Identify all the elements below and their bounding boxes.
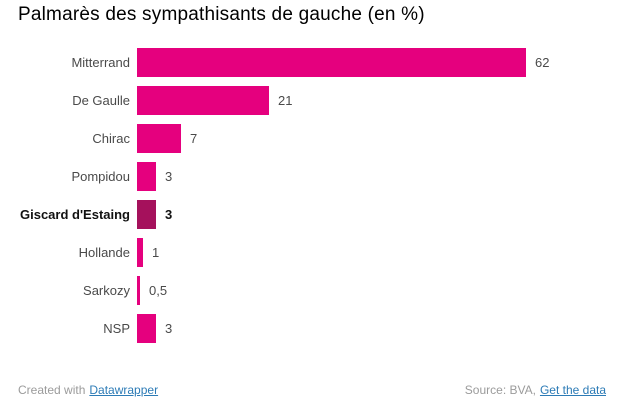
category-label: Sarkozy bbox=[83, 283, 130, 298]
category-label: De Gaulle bbox=[72, 93, 130, 108]
category-label: Pompidou bbox=[71, 169, 130, 184]
source-note: Source: BVA, Get the data bbox=[465, 383, 606, 397]
bar-row: Hollande 1 bbox=[18, 238, 606, 267]
bar[interactable] bbox=[137, 48, 526, 77]
category-label: NSP bbox=[103, 321, 130, 336]
get-the-data-link[interactable]: Get the data bbox=[539, 383, 606, 397]
bar[interactable] bbox=[137, 162, 156, 191]
value-label: 0,5 bbox=[149, 283, 168, 298]
bar-chart: Mitterrand 62 De Gaulle 21 Chirac 7 Pompidou 3 G… bbox=[18, 48, 606, 352]
datawrapper-link[interactable]: Datawrapper bbox=[89, 383, 159, 397]
bar-track: 3 bbox=[137, 200, 606, 229]
bar-track: 1 bbox=[137, 238, 606, 267]
bar-row: Pompidou 3 bbox=[18, 162, 606, 191]
value-label: 21 bbox=[278, 93, 293, 108]
category-label: Giscard d'Estaing bbox=[19, 207, 130, 222]
value-label: 3 bbox=[165, 169, 173, 184]
bar-row: Mitterrand 62 bbox=[18, 48, 606, 77]
chart-title: Palmarès des sympathisants de gauche (en… bbox=[18, 4, 425, 25]
category-label: Chirac bbox=[92, 131, 130, 146]
bar[interactable] bbox=[137, 200, 156, 229]
bar[interactable] bbox=[137, 238, 143, 267]
value-label: 3 bbox=[165, 207, 173, 222]
chart-footer: Created with Datawrapper Source: BVA, Get … bbox=[18, 383, 606, 397]
bar-track: 21 bbox=[137, 86, 606, 115]
bar-row: De Gaulle 21 bbox=[18, 86, 606, 115]
value-label: 3 bbox=[165, 321, 173, 336]
bar-track: 7 bbox=[137, 124, 606, 153]
value-label: 1 bbox=[152, 245, 160, 260]
bar-track: 3 bbox=[137, 314, 606, 343]
category-label: Mitterrand bbox=[71, 55, 130, 70]
bar-row: Giscard d'Estaing 3 bbox=[18, 200, 606, 229]
bar-row: Chirac 7 bbox=[18, 124, 606, 153]
value-label: 7 bbox=[190, 131, 198, 146]
bar[interactable] bbox=[137, 86, 269, 115]
source-prefix: Source: BVA, bbox=[464, 383, 536, 397]
bar-track: 62 bbox=[137, 48, 606, 77]
bar-row: Sarkozy 0,5 bbox=[18, 276, 606, 305]
attribution: Created with Datawrapper bbox=[18, 383, 158, 397]
attribution-prefix: Created with bbox=[18, 383, 86, 397]
value-label: 62 bbox=[535, 55, 550, 70]
bar-row: NSP 3 bbox=[18, 314, 606, 343]
bar-track: 3 bbox=[137, 162, 606, 191]
bar[interactable] bbox=[137, 276, 140, 305]
bar[interactable] bbox=[137, 314, 156, 343]
category-label: Hollande bbox=[78, 245, 130, 260]
bar[interactable] bbox=[137, 124, 181, 153]
bar-track: 0,5 bbox=[137, 276, 606, 305]
